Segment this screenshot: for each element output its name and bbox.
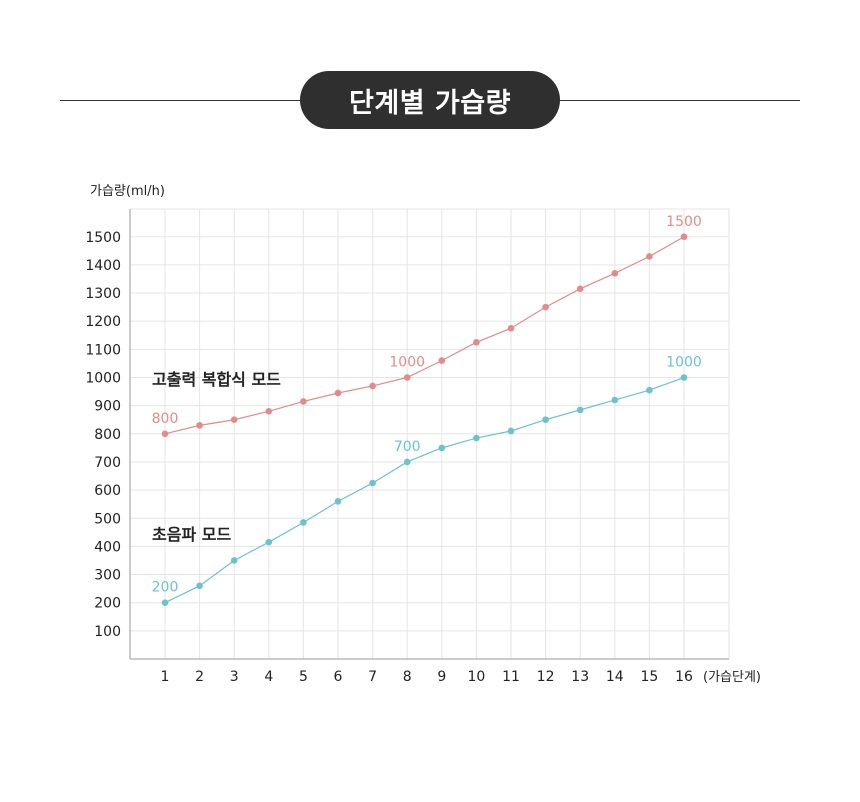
- x-tick-label: 8: [403, 669, 412, 685]
- y-tick-label: 1000: [85, 371, 121, 387]
- x-tick-label: 9: [437, 669, 446, 685]
- x-tick-label: 1: [161, 669, 170, 685]
- y-tick-label: 1500: [85, 230, 121, 246]
- data-point: [369, 382, 376, 390]
- y-tick-label: 1300: [85, 286, 121, 302]
- y-tick-label: 1100: [85, 342, 121, 358]
- page-title: 단계별 가습량: [300, 71, 560, 129]
- y-tick-label: 1200: [85, 314, 121, 330]
- x-tick-label: 11: [502, 669, 520, 685]
- data-label: 200: [152, 580, 179, 596]
- data-point: [403, 458, 411, 466]
- y-axis-label: 가습량(ml/h): [90, 184, 165, 199]
- y-tick-label: 900: [94, 399, 121, 415]
- data-point: [680, 374, 688, 381]
- data-point: [265, 407, 273, 415]
- y-tick-label: 700: [94, 455, 121, 471]
- data-point: [611, 270, 619, 277]
- data-point: [542, 303, 549, 311]
- data-point: [680, 233, 688, 241]
- data-point: [611, 396, 619, 404]
- data-point: [300, 398, 307, 405]
- data-label: 1000: [666, 355, 702, 371]
- y-tick-label: 200: [94, 596, 121, 612]
- x-tick-label: 3: [230, 669, 239, 685]
- data-point: [369, 479, 376, 487]
- x-tick-label: 12: [537, 669, 555, 685]
- data-point: [473, 434, 480, 442]
- x-tick-label: 2: [195, 669, 204, 685]
- data-point: [265, 538, 273, 546]
- data-point: [542, 416, 549, 424]
- y-tick-label: 100: [94, 624, 121, 640]
- x-tick-label: 7: [368, 669, 377, 685]
- data-point: [196, 422, 203, 429]
- data-point: [334, 498, 342, 505]
- data-point: [438, 444, 446, 452]
- data-point: [161, 430, 169, 438]
- data-point: [300, 519, 307, 526]
- data-point: [196, 582, 203, 590]
- data-point: [438, 357, 446, 364]
- data-label: 1000: [389, 355, 425, 371]
- y-tick-label: 600: [94, 483, 121, 499]
- y-tick-label: 800: [94, 427, 121, 443]
- x-tick-label: 16: [675, 669, 693, 685]
- y-tick-label: 400: [94, 539, 121, 555]
- x-tick-label: 14: [606, 669, 624, 685]
- data-point: [507, 324, 515, 332]
- x-axis-label: (가습단계): [703, 670, 761, 685]
- y-tick-label: 500: [94, 511, 121, 527]
- data-point: [473, 339, 480, 346]
- x-tick-label: 15: [640, 669, 658, 685]
- series-label: 고출력 복합식 모드: [152, 370, 281, 389]
- x-tick-label: 13: [571, 669, 589, 685]
- data-point: [507, 427, 515, 435]
- series-line-1: [164, 376, 685, 604]
- y-tick-label: 300: [94, 568, 121, 584]
- data-point: [334, 389, 342, 397]
- series-label: 초음파 모드: [152, 525, 231, 544]
- data-point: [646, 253, 653, 260]
- data-label: 700: [394, 439, 421, 455]
- data-point: [576, 285, 584, 293]
- data-point: [576, 406, 584, 414]
- y-tick-label: 1400: [85, 258, 121, 274]
- series-line-0: [164, 236, 685, 435]
- x-tick-label: 4: [264, 669, 273, 685]
- data-point: [646, 386, 653, 394]
- data-point: [161, 599, 169, 606]
- x-tick-label: 10: [467, 669, 485, 685]
- data-label: 800: [152, 411, 179, 427]
- x-tick-label: 5: [299, 669, 308, 685]
- x-tick-label: 6: [334, 669, 343, 685]
- data-point: [230, 416, 238, 424]
- data-label: 1500: [666, 214, 702, 230]
- data-point: [403, 374, 411, 381]
- data-point: [230, 557, 238, 564]
